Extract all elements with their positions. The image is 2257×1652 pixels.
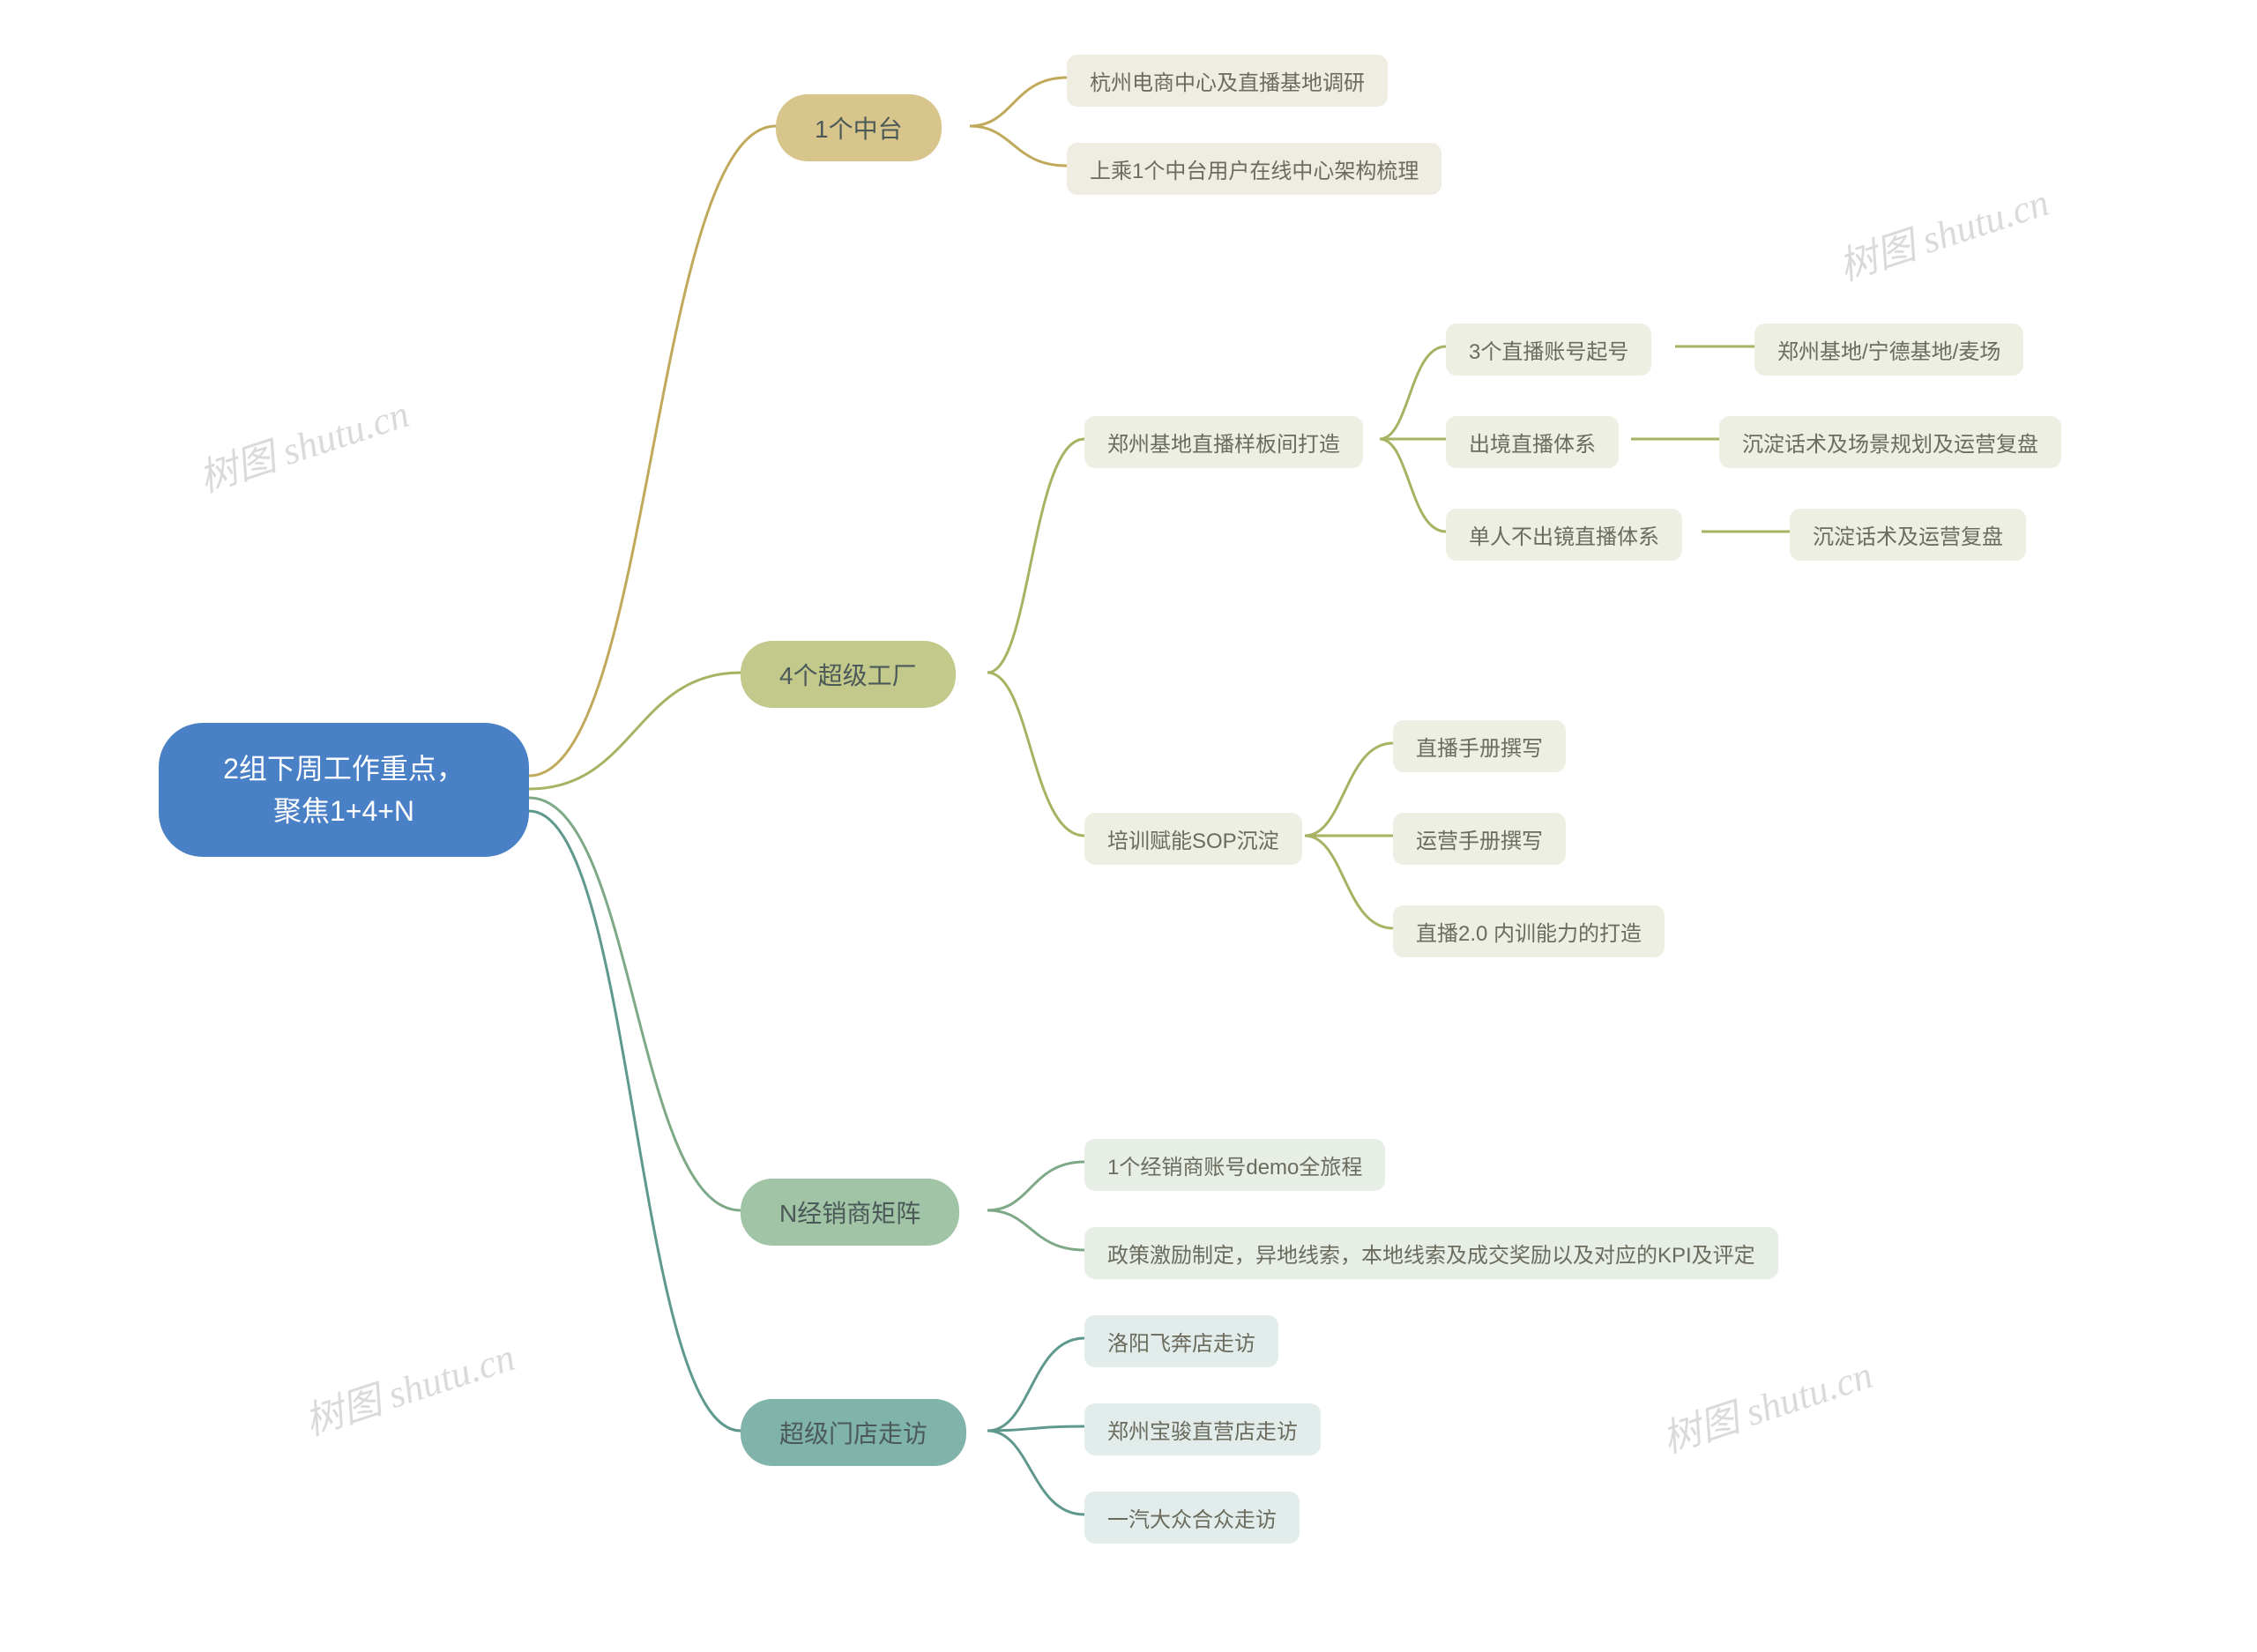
leaf-label: 洛阳飞奔店走访 (1107, 1326, 1255, 1357)
root-label: 2组下周工作重点，聚焦1+4+N (223, 748, 465, 832)
leaf-node[interactable]: 1个经销商账号demo全旅程 (1084, 1139, 1385, 1191)
branch-label: 1个中台 (815, 110, 903, 145)
leaf-node[interactable]: 出境直播体系 (1446, 416, 1619, 468)
watermark: 树图 shutu.cn (296, 1325, 521, 1446)
leaf-node[interactable]: 政策激励制定，异地线索，本地线索及成交奖励以及对应的KPI及评定 (1084, 1227, 1778, 1279)
leaf-label: 运营手册撰写 (1416, 823, 1543, 854)
leaf-label: 沉淀话术及场景规划及运营复盘 (1742, 427, 2038, 458)
watermark: 树图 shutu.cn (190, 382, 415, 502)
mindmap-canvas: 树图 shutu.cn 树图 shutu.cn 树图 shutu.cn 树图 s… (0, 0, 2257, 1652)
leaf-label: 郑州基地/宁德基地/麦场 (1777, 334, 2000, 365)
leaf-node[interactable]: 单人不出镜直播体系 (1446, 509, 1682, 561)
leaf-label: 直播手册撰写 (1416, 731, 1543, 762)
leaf-node[interactable]: 一汽大众合众走访 (1084, 1492, 1300, 1544)
leaf-label: 出境直播体系 (1469, 427, 1596, 458)
leaf-node[interactable]: 郑州基地直播样板间打造 (1084, 416, 1363, 468)
leaf-label: 政策激励制定，异地线索，本地线索及成交奖励以及对应的KPI及评定 (1107, 1238, 1755, 1269)
leaf-node[interactable]: 直播2.0 内训能力的打造 (1393, 905, 1665, 957)
branch-4[interactable]: 超级门店走访 (741, 1399, 966, 1466)
leaf-node[interactable]: 沉淀话术及场景规划及运营复盘 (1719, 416, 2061, 468)
root-node[interactable]: 2组下周工作重点，聚焦1+4+N (159, 723, 529, 857)
branch-1[interactable]: 1个中台 (776, 94, 942, 161)
branch-label: N经销商矩阵 (779, 1194, 920, 1230)
leaf-node[interactable]: 培训赋能SOP沉淀 (1084, 813, 1302, 865)
branch-label: 超级门店走访 (779, 1415, 927, 1450)
leaf-label: 上乘1个中台用户在线中心架构梳理 (1090, 153, 1419, 184)
leaf-node[interactable]: 上乘1个中台用户在线中心架构梳理 (1067, 143, 1441, 195)
leaf-node[interactable]: 郑州宝骏直营店走访 (1084, 1403, 1321, 1455)
leaf-node[interactable]: 运营手册撰写 (1393, 813, 1566, 865)
branch-3[interactable]: N经销商矩阵 (741, 1179, 959, 1246)
leaf-label: 郑州宝骏直营店走访 (1107, 1414, 1298, 1445)
leaf-label: 培训赋能SOP沉淀 (1107, 823, 1279, 854)
leaf-node[interactable]: 郑州基地/宁德基地/麦场 (1754, 324, 2023, 376)
leaf-label: 郑州基地直播样板间打造 (1107, 427, 1340, 458)
leaf-label: 3个直播账号起号 (1469, 334, 1628, 365)
watermark: 树图 shutu.cn (1654, 1343, 1879, 1463)
leaf-label: 直播2.0 内训能力的打造 (1416, 916, 1642, 947)
leaf-node[interactable]: 直播手册撰写 (1393, 720, 1566, 772)
leaf-label: 单人不出镜直播体系 (1469, 519, 1659, 550)
leaf-label: 沉淀话术及运营复盘 (1813, 519, 2003, 550)
leaf-node[interactable]: 沉淀话术及运营复盘 (1790, 509, 2026, 561)
branch-label: 4个超级工厂 (779, 657, 917, 692)
leaf-node[interactable]: 洛阳飞奔店走访 (1084, 1315, 1278, 1367)
leaf-label: 一汽大众合众走访 (1107, 1502, 1277, 1533)
watermark: 树图 shutu.cn (1830, 170, 2055, 291)
leaf-label: 杭州电商中心及直播基地调研 (1090, 65, 1365, 96)
leaf-node[interactable]: 杭州电商中心及直播基地调研 (1067, 55, 1388, 107)
leaf-label: 1个经销商账号demo全旅程 (1107, 1150, 1362, 1180)
branch-2[interactable]: 4个超级工厂 (741, 641, 956, 708)
leaf-node[interactable]: 3个直播账号起号 (1446, 324, 1651, 376)
